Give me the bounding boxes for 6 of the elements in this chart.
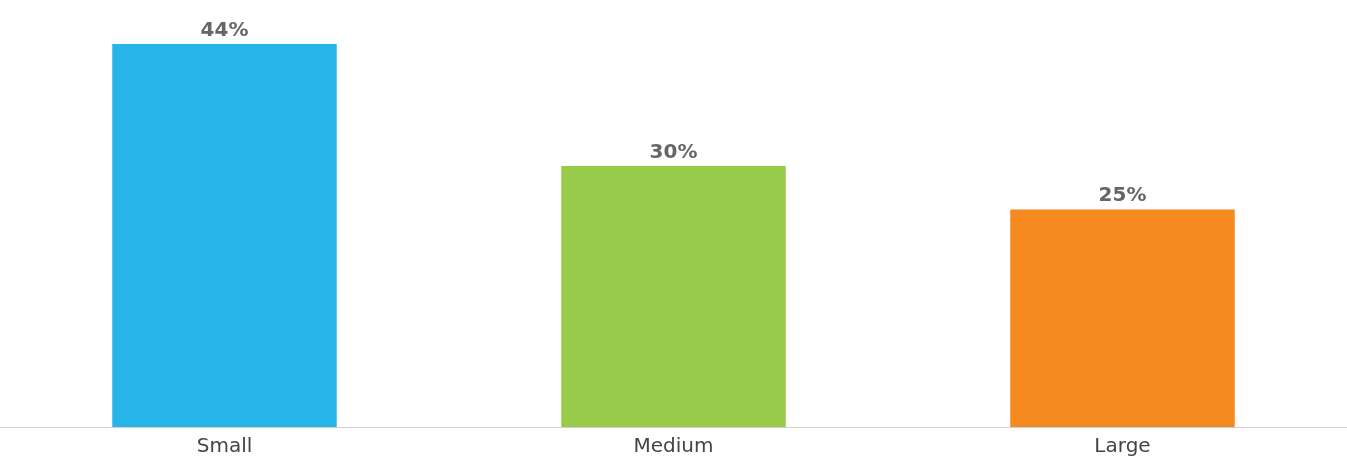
x-tick-label: Medium — [633, 433, 714, 457]
data-label: 44% — [200, 17, 249, 42]
x-tick-label: Large — [1094, 433, 1151, 457]
data-label: 25% — [1098, 182, 1147, 207]
data-label: 30% — [649, 138, 698, 163]
x-tick-label: Small — [196, 433, 253, 457]
